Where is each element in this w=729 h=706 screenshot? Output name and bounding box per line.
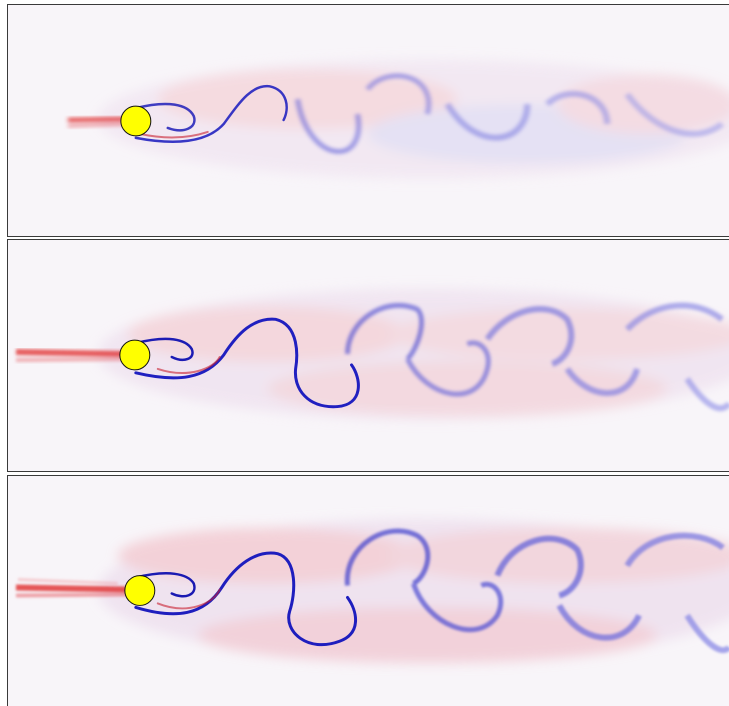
vorticity-field-3 [8, 476, 729, 706]
inflow-streak [67, 116, 128, 128]
inflow-streak [15, 578, 128, 598]
vorticity-field-2 [8, 240, 729, 471]
cylinder [120, 105, 152, 137]
cylinder [124, 575, 156, 606]
cylinder [119, 339, 151, 371]
flow-panel-2 [7, 239, 729, 472]
inflow-streak [15, 349, 128, 362]
shed-vortices [295, 73, 724, 154]
flow-panel-1 [7, 4, 729, 237]
shed-vortices [344, 528, 729, 654]
shed-vortices [345, 302, 729, 412]
vorticity-field-1 [8, 5, 729, 236]
flow-panel-3 [7, 475, 729, 706]
shear-layers [134, 551, 358, 647]
shear-layers [134, 317, 360, 409]
shear-layers [134, 85, 288, 143]
